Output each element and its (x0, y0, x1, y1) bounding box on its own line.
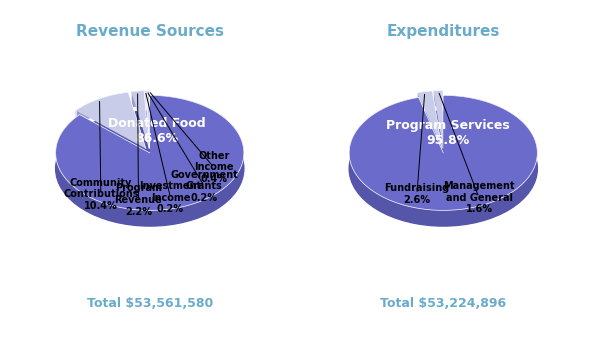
Polygon shape (147, 91, 150, 106)
Polygon shape (145, 91, 146, 106)
Text: Fundraising
2.6%: Fundraising 2.6% (385, 184, 449, 205)
Polygon shape (56, 95, 244, 210)
Polygon shape (418, 91, 432, 108)
Title: Expenditures: Expenditures (386, 24, 500, 39)
Text: Program Services
95.8%: Program Services 95.8% (386, 119, 510, 147)
Polygon shape (349, 95, 537, 210)
Text: Government
Grants
0.2%: Government Grants 0.2% (171, 170, 238, 203)
Text: Donated Food
86.6%: Donated Food 86.6% (108, 117, 206, 145)
Ellipse shape (349, 111, 537, 226)
Polygon shape (75, 92, 128, 126)
Text: Investment
Income
0.2%: Investment Income 0.2% (140, 181, 201, 214)
Polygon shape (434, 91, 443, 148)
Polygon shape (146, 91, 150, 148)
Polygon shape (131, 91, 144, 107)
Polygon shape (349, 95, 537, 226)
Text: Community
Contributions
10.4%: Community Contributions 10.4% (63, 178, 138, 211)
Polygon shape (147, 91, 150, 148)
Polygon shape (56, 95, 244, 226)
Polygon shape (75, 92, 146, 149)
Ellipse shape (56, 111, 244, 226)
Text: Total $53,561,580: Total $53,561,580 (87, 297, 213, 310)
Text: Program
Revenue
2.2%: Program Revenue 2.2% (114, 184, 162, 217)
Polygon shape (434, 91, 443, 107)
Polygon shape (145, 91, 149, 148)
Text: Management
and General
1.6%: Management and General 1.6% (443, 181, 515, 214)
Text: Total $53,224,896: Total $53,224,896 (380, 297, 506, 310)
Polygon shape (146, 91, 147, 106)
Text: Other
Income
0.4%: Other Income 0.4% (194, 151, 234, 184)
Polygon shape (131, 91, 149, 148)
Title: Revenue Sources: Revenue Sources (75, 24, 224, 39)
Polygon shape (418, 91, 442, 148)
